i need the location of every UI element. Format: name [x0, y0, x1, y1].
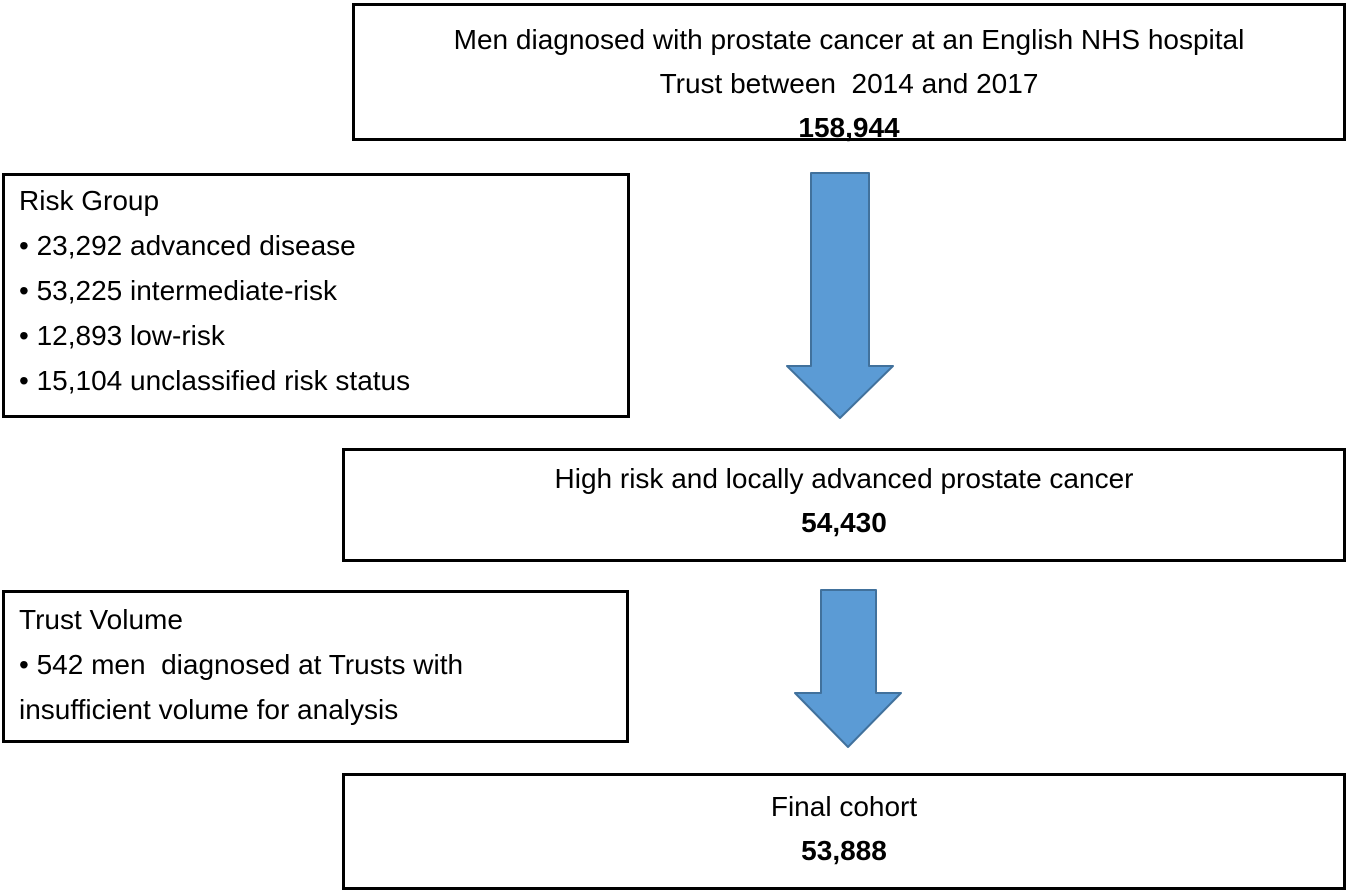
initial-cohort-title-line-1: Men diagnosed with prostate cancer at an… — [453, 24, 1245, 55]
initial-cohort-count: 158,944 — [798, 112, 900, 143]
final-cohort-title: Final cohort — [770, 791, 918, 822]
initial-cohort-box: Men diagnosed with prostate cancer at an… — [352, 3, 1346, 143]
high-risk-cohort-count: 54,430 — [801, 507, 887, 538]
risk-group-item-unclassified: • 15,104 unclassified risk status — [19, 365, 411, 396]
risk-group-item-intermediate: • 53,225 intermediate-risk — [19, 275, 337, 306]
risk-group-item-low: • 12,893 low-risk — [19, 320, 225, 351]
final-cohort-box: Final cohort 53,888 — [342, 773, 1346, 890]
final-cohort-count: 53,888 — [801, 835, 887, 866]
down-arrow-icon — [786, 172, 894, 419]
high-risk-cohort-title: High risk and locally advanced prostate … — [554, 463, 1134, 494]
trust-volume-item-line-2: insufficient volume for analysis — [19, 694, 399, 725]
down-arrow-shape — [786, 172, 894, 419]
trust-volume-exclusion-box: Trust Volume • 542 men diagnosed at Trus… — [2, 590, 629, 743]
down-arrow-shape — [794, 589, 902, 748]
trust-volume-item-line-1: • 542 men diagnosed at Trusts with — [19, 649, 464, 680]
trust-volume-title: Trust Volume — [19, 604, 183, 635]
down-arrow-icon — [794, 589, 902, 748]
high-risk-cohort-box: High risk and locally advanced prostate … — [342, 448, 1346, 562]
initial-cohort-title-line-2: Trust between 2014 and 2017 — [659, 68, 1039, 99]
risk-group-exclusion-box: Risk Group • 23,292 advanced disease • 5… — [2, 173, 630, 418]
risk-group-title: Risk Group — [19, 185, 160, 216]
risk-group-item-advanced: • 23,292 advanced disease — [19, 230, 356, 261]
